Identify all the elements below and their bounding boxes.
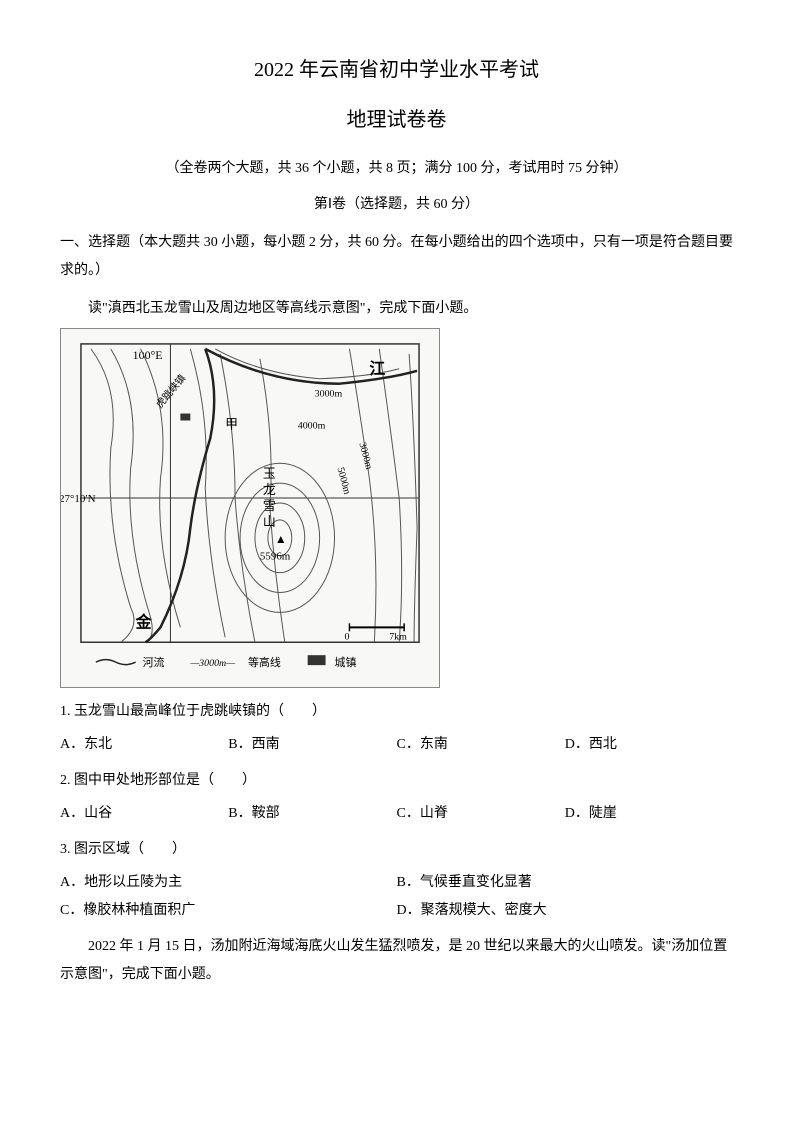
exam-title-sub: 地理试卷卷 (60, 100, 733, 140)
legend-river: 河流 (143, 655, 165, 669)
q3-option-d: D．聚落规模大、密度大 (397, 897, 734, 925)
q2-options: A．山谷 B．鞍部 C．山脊 D．陡崖 (60, 800, 733, 828)
svg-text:—3000m—: —3000m— (189, 658, 235, 669)
svg-text:山: 山 (263, 514, 276, 529)
svg-text:雪: 雪 (263, 498, 276, 513)
q3-options: A．地形以丘陵为主 B．气候垂直变化显著 C．橡胶林种植面积广 D．聚落规模大、… (60, 869, 733, 925)
q3-option-b: B．气候垂直变化显著 (397, 869, 734, 897)
section-header: 第Ⅰ卷（选择题，共 60 分） (60, 191, 733, 219)
contour-map: 100°E 27°10′N (61, 329, 439, 687)
legend-town: 城镇 (335, 655, 357, 669)
svg-text:甲: 甲 (225, 416, 238, 431)
map-longitude-label: 100°E (133, 348, 163, 362)
section-instruction: 一、选择题（本大题共 30 小题，每小题 2 分，共 60 分。在每小题给出的四… (60, 229, 733, 285)
q2-option-c: C．山脊 (397, 800, 565, 828)
q3-option-c: C．橡胶林种植面积广 (60, 897, 397, 925)
q2-option-a: A．山谷 (60, 800, 228, 828)
scale-zero: 0 (344, 631, 349, 642)
peak-symbol: ▲ (275, 532, 287, 546)
q3-option-a: A．地形以丘陵为主 (60, 869, 397, 897)
svg-text:3000m: 3000m (315, 389, 343, 400)
q1-options: A．东北 B．西南 C．东南 D．西北 (60, 731, 733, 759)
scale-label: 7km (389, 631, 407, 642)
svg-text:4000m: 4000m (298, 420, 326, 431)
exam-title-main: 2022 年云南省初中学业水平考试 (60, 50, 733, 90)
map-latitude-label: 27°10′N (61, 493, 96, 505)
q1-option-b: B．西南 (228, 731, 396, 759)
q2-option-d: D．陡崖 (565, 800, 733, 828)
passage2-intro: 2022 年 1 月 15 日，汤加附近海域海底火山发生猛烈喷发，是 20 世纪… (60, 933, 733, 989)
q2-option-b: B．鞍部 (228, 800, 396, 828)
q1-option-d: D．西北 (565, 731, 733, 759)
q1-option-c: C．东南 (397, 731, 565, 759)
passage1-intro: 读"滇西北玉龙雪山及周边地区等高线示意图"，完成下面小题。 (60, 295, 733, 323)
legend-contour: 等高线 (248, 655, 281, 669)
q1-text: 1. 玉龙雪山最高峰位于虎跳峡镇的（ ） (60, 698, 733, 726)
map-river-label: 江 (369, 360, 385, 378)
q1-option-a: A．东北 (60, 731, 228, 759)
map-peak-elev: 5596m (260, 551, 291, 563)
q3-text: 3. 图示区域（ ） (60, 836, 733, 864)
svg-text:玉: 玉 (263, 466, 276, 481)
exam-info: （全卷两个大题，共 36 个小题，共 8 页；满分 100 分，考试用时 75 … (60, 155, 733, 183)
svg-text:龙: 龙 (263, 482, 276, 497)
map-jin-label: 金 (135, 612, 153, 631)
map-container: 100°E 27°10′N (60, 328, 440, 688)
q2-text: 2. 图中甲处地形部位是（ ） (60, 767, 733, 795)
